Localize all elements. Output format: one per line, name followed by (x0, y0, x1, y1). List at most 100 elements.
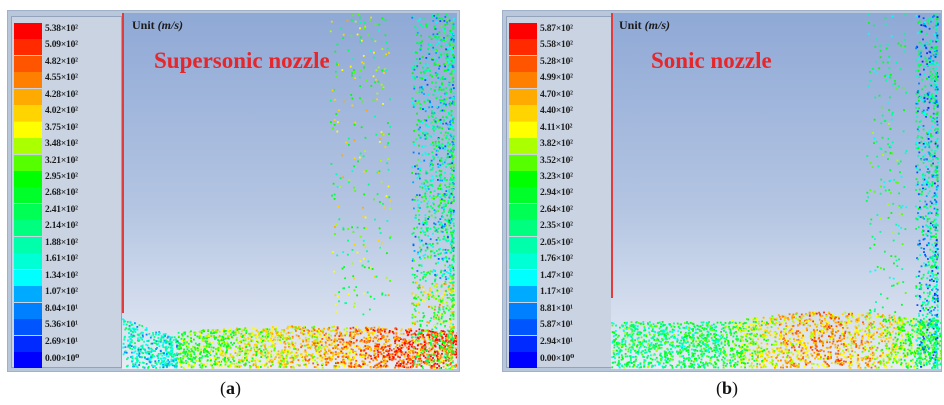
legend-swatch (509, 319, 537, 335)
legend-swatch (14, 220, 42, 236)
legend-swatch (14, 204, 42, 220)
legend-label: 5.09×10² (45, 40, 78, 50)
legend-swatch (509, 237, 537, 253)
caption-b: (b) (716, 378, 739, 398)
legend-entry: 3.23×10² (509, 171, 616, 187)
legend-swatch (14, 270, 42, 286)
caption-a: (a) (220, 378, 241, 398)
legend-entry: 4.82×10² (14, 56, 121, 72)
legend-label: 5.87×10¹ (540, 320, 573, 330)
legend-entry: 2.68×10² (14, 187, 121, 203)
legend-swatch (14, 23, 42, 39)
legend-label: 2.35×10² (540, 221, 573, 231)
legend-label: 3.21×10² (45, 156, 78, 166)
legend-label: 2.68×10² (45, 188, 78, 198)
legend-entry: 0.00×10⁰ (509, 352, 616, 368)
legend-swatch (509, 187, 537, 203)
legend-label: 5.36×10¹ (45, 320, 78, 330)
legend-entry: 4.70×10² (509, 89, 616, 105)
legend-entry: 2.05×10² (509, 237, 616, 253)
legend-label: 5.58×10² (540, 40, 573, 50)
velocity-legend: 5.38×10² 5.09×10² 4.82×10² 4.55×10² 4.28×10²… (11, 16, 122, 368)
legend-swatch (14, 336, 42, 352)
legend-label: 4.28×10² (45, 90, 78, 100)
velocity-field: Unit (m/s) Supersonic nozzle (122, 13, 457, 369)
legend-label: 2.64×10² (540, 205, 573, 215)
legend-label: 3.52×10² (540, 156, 573, 166)
legend-entry: 5.28×10² (509, 56, 616, 72)
legend-entry: 5.38×10² (14, 23, 121, 39)
unit-value: (m/s) (157, 18, 184, 32)
legend-entry: 4.99×10² (509, 72, 616, 88)
legend-swatch (14, 56, 42, 72)
legend-swatch (509, 204, 537, 220)
legend-entry: 3.82×10² (509, 138, 616, 154)
legend-swatch (14, 105, 42, 121)
legend-label: 3.82×10² (540, 139, 573, 149)
legend-swatch (14, 72, 42, 88)
legend-label: 4.70×10² (540, 90, 573, 100)
legend-swatch (14, 303, 42, 319)
legend-entry: 2.94×10¹ (509, 336, 616, 352)
legend-swatch (14, 187, 42, 203)
legend-label: 0.00×10⁰ (540, 354, 575, 364)
legend-label: 2.41×10² (45, 205, 78, 215)
legend-label: 2.95×10² (45, 172, 78, 182)
legend-entry: 3.48×10² (14, 138, 121, 154)
legend-swatch (509, 303, 537, 319)
legend-entry: 1.17×10² (509, 286, 616, 302)
legend-label: 4.99×10² (540, 73, 573, 83)
legend-entry: 3.52×10² (509, 155, 616, 171)
legend-label: 0.00×10⁰ (45, 354, 80, 364)
legend-swatch (14, 253, 42, 269)
legend-label: 3.48×10² (45, 139, 78, 149)
legend-label: 2.69×10¹ (45, 337, 78, 347)
legend-swatch (509, 336, 537, 352)
panel-title: Sonic nozzle (651, 48, 772, 73)
legend-swatch (509, 105, 537, 121)
legend-entry: 5.09×10² (14, 39, 121, 55)
legend-label: 5.87×10² (540, 24, 573, 34)
legend-swatch (509, 352, 537, 368)
legend-label: 8.81×10¹ (540, 304, 573, 314)
panel-supersonic-nozzle: 5.38×10² 5.09×10² 4.82×10² 4.55×10² 4.28×10²… (7, 10, 460, 372)
legend-entry: 4.55×10² (14, 72, 121, 88)
legend-entry: 8.81×10¹ (509, 303, 616, 319)
legend-swatch (14, 138, 42, 154)
legend-label: 4.82×10² (45, 57, 78, 67)
legend-swatch (509, 23, 537, 39)
legend-entry: 2.41×10² (14, 204, 121, 220)
legend-label: 1.47×10² (540, 271, 573, 281)
legend-swatch (14, 171, 42, 187)
legend-swatch (14, 237, 42, 253)
legend-label: 5.38×10² (45, 24, 78, 34)
nozzle-wall (122, 13, 124, 313)
legend-label: 1.88×10² (45, 238, 78, 248)
legend-swatch (14, 155, 42, 171)
legend-entry: 2.64×10² (509, 204, 616, 220)
legend-label: 2.94×10¹ (540, 337, 573, 347)
legend-label: 1.76×10² (540, 254, 573, 264)
legend-entry: 1.61×10² (14, 253, 121, 269)
legend-label: 4.11×10² (540, 123, 573, 133)
legend-label: 2.14×10² (45, 221, 78, 231)
legend-label: 3.75×10² (45, 123, 78, 133)
nozzle-wall (611, 13, 613, 298)
legend-swatch (14, 122, 42, 138)
legend-label: 1.34×10² (45, 271, 78, 281)
legend-entry: 3.75×10² (14, 122, 121, 138)
legend-entry: 2.14×10² (14, 220, 121, 236)
legend-entry: 4.02×10² (14, 105, 121, 121)
legend-entry: 5.87×10¹ (509, 319, 616, 335)
legend-label: 8.04×10¹ (45, 304, 78, 314)
legend-swatch (509, 122, 537, 138)
legend-label: 5.28×10² (540, 57, 573, 67)
legend-entry: 5.58×10² (509, 39, 616, 55)
unit-label: Unit (m/s) (132, 18, 184, 32)
legend-swatch (509, 155, 537, 171)
legend-swatch (509, 39, 537, 55)
legend-entry: 1.34×10² (14, 270, 121, 286)
panel-sonic-nozzle: 5.87×10² 5.58×10² 5.28×10² 4.99×10² 4.70×10²… (502, 10, 942, 372)
legend-swatch (14, 319, 42, 335)
legend-swatch (509, 220, 537, 236)
